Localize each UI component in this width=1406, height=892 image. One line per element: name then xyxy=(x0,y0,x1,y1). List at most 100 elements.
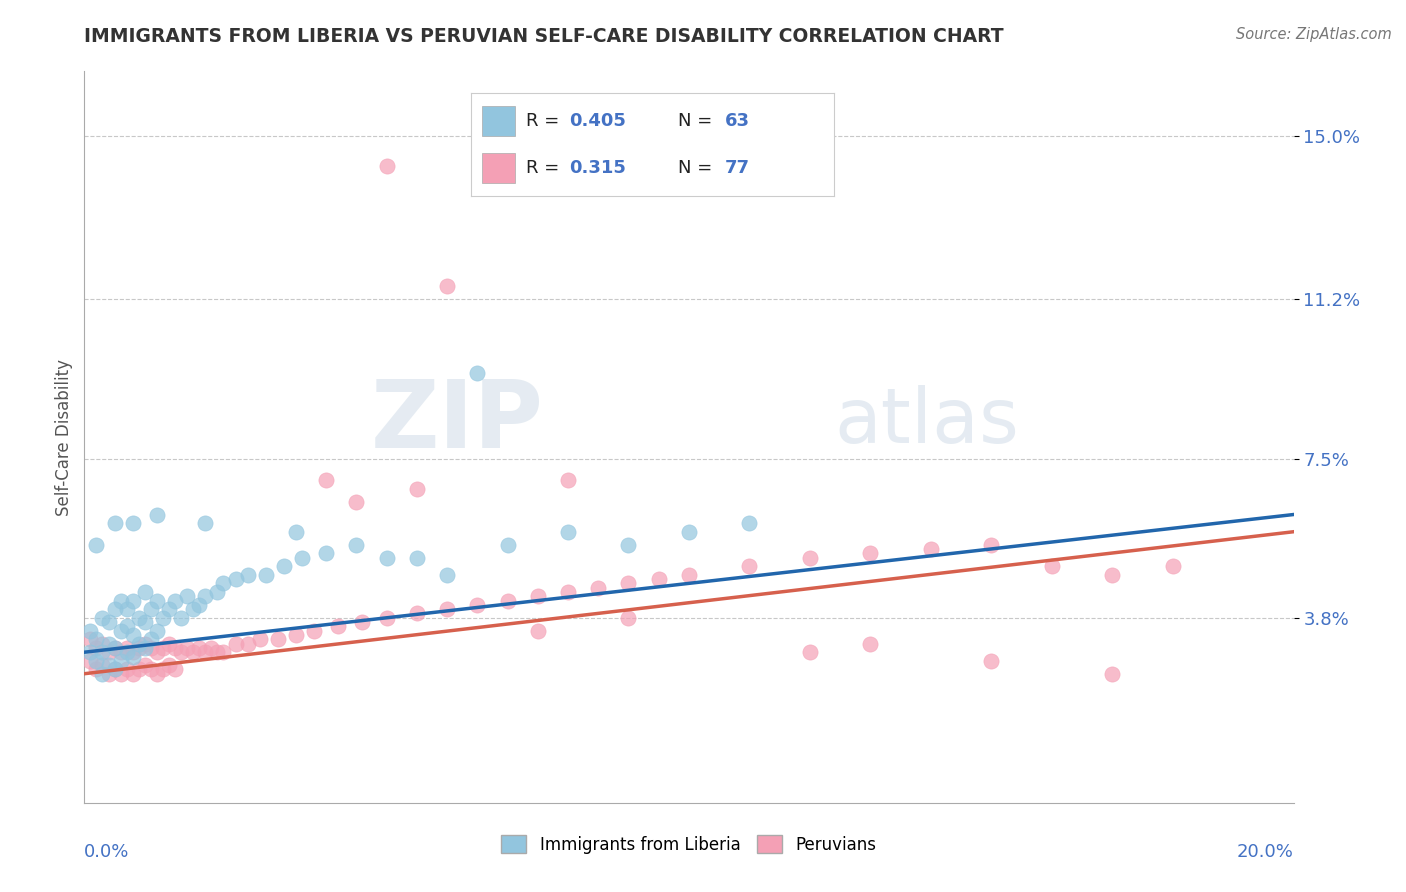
Point xyxy=(212,576,235,591)
Point xyxy=(346,538,368,552)
Point xyxy=(406,607,429,621)
Point xyxy=(236,567,259,582)
Point xyxy=(406,550,429,565)
Point xyxy=(352,615,374,629)
Point xyxy=(91,611,114,625)
Text: 77: 77 xyxy=(725,159,751,177)
Point xyxy=(97,615,120,629)
Point xyxy=(436,279,458,293)
Point xyxy=(146,645,169,659)
Point xyxy=(267,632,290,647)
Point xyxy=(121,516,143,530)
Text: 20.0%: 20.0% xyxy=(1237,843,1294,861)
Point xyxy=(284,628,308,642)
Point xyxy=(86,640,108,655)
Point xyxy=(212,645,235,659)
Point xyxy=(557,585,579,599)
Point xyxy=(176,640,198,655)
Point xyxy=(207,645,229,659)
Point xyxy=(617,576,640,591)
Point xyxy=(328,619,350,633)
Point xyxy=(181,602,204,616)
Point xyxy=(207,585,229,599)
Point xyxy=(859,637,882,651)
Point xyxy=(406,482,429,496)
Point xyxy=(115,619,138,633)
Point xyxy=(225,637,247,651)
Point xyxy=(115,640,138,655)
Point xyxy=(194,516,217,530)
Point xyxy=(79,632,101,647)
Bar xyxy=(482,105,515,136)
Point xyxy=(104,640,127,655)
Point xyxy=(134,640,156,655)
Point xyxy=(799,645,821,659)
Point xyxy=(526,624,548,638)
Point xyxy=(375,159,398,173)
Point xyxy=(79,624,101,638)
Point xyxy=(115,602,138,616)
Point xyxy=(104,640,127,655)
Point xyxy=(146,508,169,522)
Point xyxy=(128,662,150,676)
Point xyxy=(678,567,700,582)
Point xyxy=(110,624,132,638)
Point xyxy=(152,640,174,655)
Point xyxy=(859,546,882,560)
Point xyxy=(134,658,156,673)
Legend: Immigrants from Liberia, Peruvians: Immigrants from Liberia, Peruvians xyxy=(495,829,883,860)
Point xyxy=(284,524,308,539)
Point xyxy=(86,654,108,668)
Point xyxy=(163,593,186,607)
Text: N =: N = xyxy=(678,112,718,130)
Point xyxy=(115,645,138,659)
Point xyxy=(236,637,259,651)
Point xyxy=(134,585,156,599)
Point xyxy=(97,658,120,673)
Point xyxy=(91,658,114,673)
Point xyxy=(738,559,761,574)
Point xyxy=(738,516,761,530)
Point xyxy=(1040,559,1063,574)
Point xyxy=(79,654,101,668)
Point xyxy=(146,666,169,681)
Point xyxy=(273,559,295,574)
Text: R =: R = xyxy=(526,112,565,130)
Point xyxy=(86,538,108,552)
Point xyxy=(617,611,640,625)
Point xyxy=(249,632,271,647)
Point xyxy=(302,624,325,638)
Point xyxy=(139,602,162,616)
Point xyxy=(86,662,108,676)
Point xyxy=(188,640,211,655)
Point xyxy=(188,598,211,612)
Bar xyxy=(482,153,515,184)
Point xyxy=(157,602,180,616)
Point xyxy=(254,567,277,582)
Point xyxy=(146,593,169,607)
Text: 63: 63 xyxy=(725,112,751,130)
Point xyxy=(375,611,398,625)
Point xyxy=(291,550,314,565)
Point xyxy=(115,662,138,676)
Text: R =: R = xyxy=(526,159,565,177)
Point xyxy=(557,473,579,487)
Point xyxy=(139,632,162,647)
Point xyxy=(588,581,610,595)
Point xyxy=(86,632,108,647)
Point xyxy=(97,666,120,681)
Point xyxy=(170,645,193,659)
Point xyxy=(678,524,700,539)
Point xyxy=(121,628,143,642)
Point xyxy=(194,589,217,603)
Point xyxy=(110,654,132,668)
Point xyxy=(1101,567,1123,582)
Point xyxy=(1101,666,1123,681)
Point xyxy=(134,615,156,629)
Point xyxy=(110,593,132,607)
Point xyxy=(194,645,217,659)
Point xyxy=(315,473,337,487)
Point xyxy=(157,658,180,673)
Point xyxy=(980,654,1002,668)
Point xyxy=(980,538,1002,552)
